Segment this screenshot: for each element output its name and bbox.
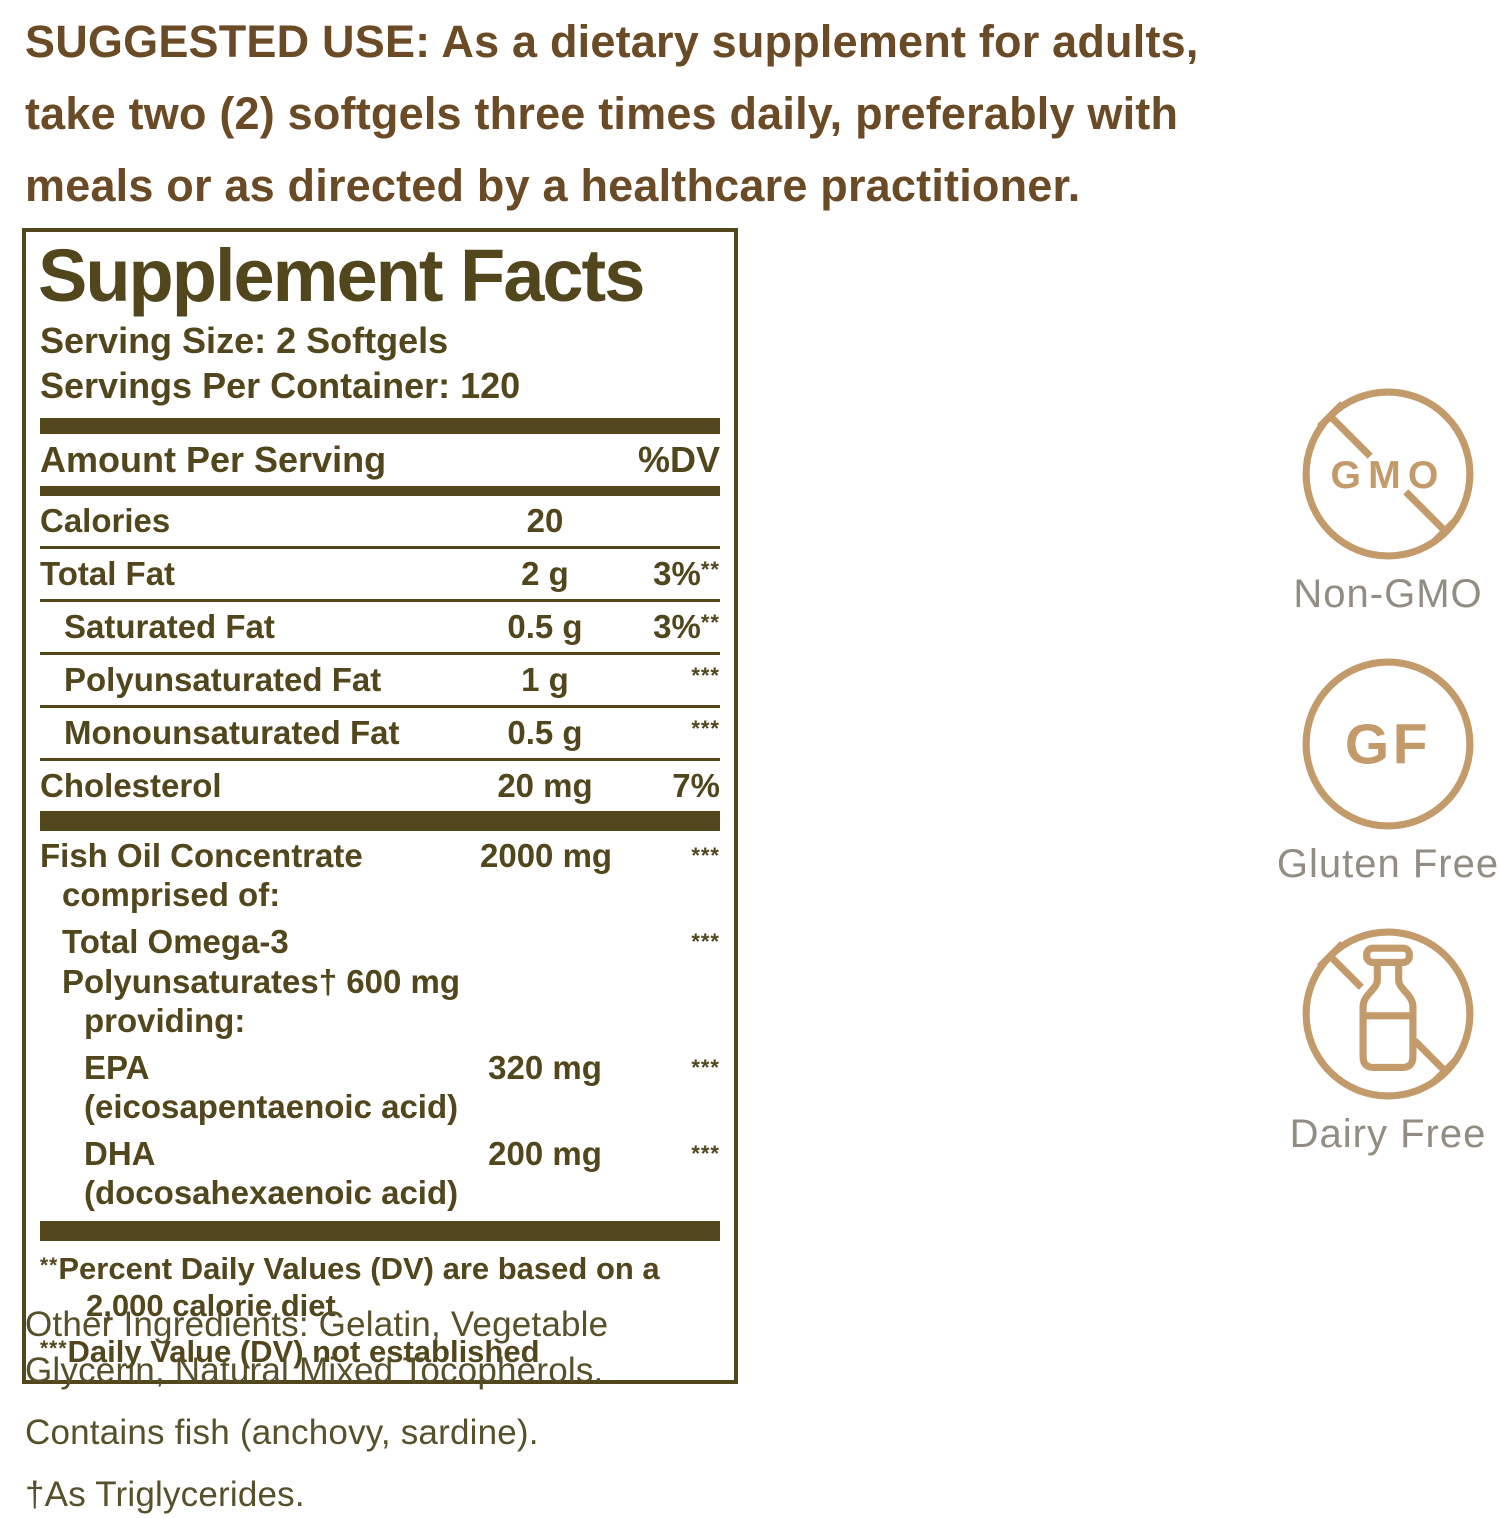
row-label: Total Fat	[40, 555, 176, 592]
row-label: Monounsaturated Fat	[64, 714, 400, 751]
row-amount: 0.5 g	[507, 714, 583, 751]
row-label: Total Omega-3 Polyunsaturates† 600 mg pr…	[62, 923, 460, 1039]
table-row: Fish Oil Concentrate comprised of: 2000 …	[40, 831, 720, 917]
row-label: EPA (eicosapentaenoic acid)	[84, 1049, 459, 1125]
row-dv: 3%**	[653, 608, 720, 645]
no-gmo-icon: GMO	[1302, 388, 1474, 560]
servings-per-container: Servings Per Container: 120	[40, 365, 521, 406]
non-gmo-badge: GMO Non-GMO	[1278, 385, 1498, 615]
row-dv: ***	[691, 663, 720, 688]
row-amount: 1 g	[521, 661, 569, 698]
footnote-dv-not-established: ***Daily Value (DV) not established	[40, 1334, 540, 1369]
row-dv: ***	[691, 1055, 720, 1080]
badge-column: GMO Non-GMO GF Gluten Free Dairy F	[1276, 385, 1500, 1195]
amount-per-serving-label: Amount Per Serving	[40, 439, 387, 480]
facts-header-row: Amount Per Serving %DV	[40, 434, 720, 486]
row-label: Saturated Fat	[64, 608, 275, 645]
row-amount: 20	[526, 502, 564, 539]
table-row: Calories 20	[40, 496, 720, 546]
bottom-notes: Other Ingredients: Gelatin, Vegetable Gl…	[25, 1302, 785, 1518]
fish-oil-section: Fish Oil Concentrate comprised of: 2000 …	[40, 831, 720, 1215]
serving-size: Serving Size: 2 Softgels	[40, 320, 449, 361]
suggested-use-line: SUGGESTED USE: As a dietary supplement f…	[25, 16, 1199, 67]
dairy-free-badge: Dairy Free	[1278, 925, 1498, 1155]
table-row: Total Omega-3 Polyunsaturates† 600 mg pr…	[40, 917, 720, 1043]
row-dv: 7%	[672, 767, 720, 804]
table-row: Cholesterol 20 mg 7%	[40, 758, 720, 811]
divider-bar	[40, 418, 720, 434]
row-amount: 0.5 g	[507, 608, 583, 645]
divider-bar	[40, 486, 720, 496]
facts-title: Supplement Facts	[38, 234, 645, 317]
gluten-free-icon: GF	[1302, 658, 1474, 830]
row-dv: ***	[691, 1141, 720, 1166]
non-gmo-caption: Non-GMO	[1293, 572, 1483, 616]
row-label: Fish Oil Concentrate comprised of:	[40, 837, 363, 913]
divider-bar	[40, 1221, 720, 1241]
row-dv: 3%**	[653, 555, 720, 592]
row-label: DHA (docosahexaenoic acid)	[84, 1135, 459, 1211]
suggested-use-line: meals or as directed by a healthcare pra…	[25, 160, 1081, 211]
row-label: Polyunsaturated Fat	[64, 661, 382, 698]
table-row: Total Fat 2 g 3%**	[40, 546, 720, 599]
gluten-free-badge: GF Gluten Free	[1276, 655, 1500, 886]
divider-bar	[40, 811, 720, 831]
dv-header-label: %DV	[637, 439, 720, 480]
row-amount: 2 g	[521, 555, 569, 592]
row-amount: 20 mg	[497, 767, 593, 804]
row-amount: 2000 mg	[480, 837, 613, 874]
suggested-use-text: SUGGESTED USE: As a dietary supplement f…	[25, 6, 1225, 222]
nutrients-section: Calories 20 Total Fat 2 g 3%** Saturated…	[40, 496, 720, 811]
footnote-dv-basis: **Percent Daily Values (DV) are based on…	[40, 1251, 660, 1323]
table-row: Saturated Fat 0.5 g 3%**	[40, 599, 720, 652]
table-row: Polyunsaturated Fat 1 g ***	[40, 652, 720, 705]
table-row: DHA (docosahexaenoic acid) 200 mg ***	[40, 1129, 720, 1215]
gluten-free-caption: Gluten Free	[1276, 842, 1500, 886]
row-dv: ***	[691, 843, 720, 868]
table-row: Monounsaturated Fat 0.5 g ***	[40, 705, 720, 758]
row-label: Cholesterol	[40, 767, 222, 804]
triglycerides-note: †As Triglycerides.	[25, 1475, 305, 1514]
row-amount: 200 mg	[488, 1135, 602, 1172]
row-label: Calories	[40, 502, 171, 539]
no-dairy-milk-bottle-icon	[1302, 928, 1474, 1100]
row-amount: 320 mg	[488, 1049, 602, 1086]
table-row: EPA (eicosapentaenoic acid) 320 mg ***	[40, 1043, 720, 1129]
contains-text: Contains fish (anchovy, sardine).	[25, 1413, 539, 1452]
svg-text:GF: GF	[1345, 713, 1431, 777]
dairy-free-caption: Dairy Free	[1289, 1112, 1487, 1156]
row-dv: ***	[691, 716, 720, 741]
row-dv: ***	[691, 929, 720, 954]
other-ingredients-text: Other Ingredients: Gelatin, Vegetable Gl…	[25, 1305, 609, 1390]
supplement-facts-panel: Supplement Facts Serving Size: 2 Softgel…	[22, 228, 738, 1384]
svg-text:GMO: GMO	[1331, 454, 1446, 497]
suggested-use-line: take two (2) softgels three times daily,…	[25, 88, 1179, 139]
